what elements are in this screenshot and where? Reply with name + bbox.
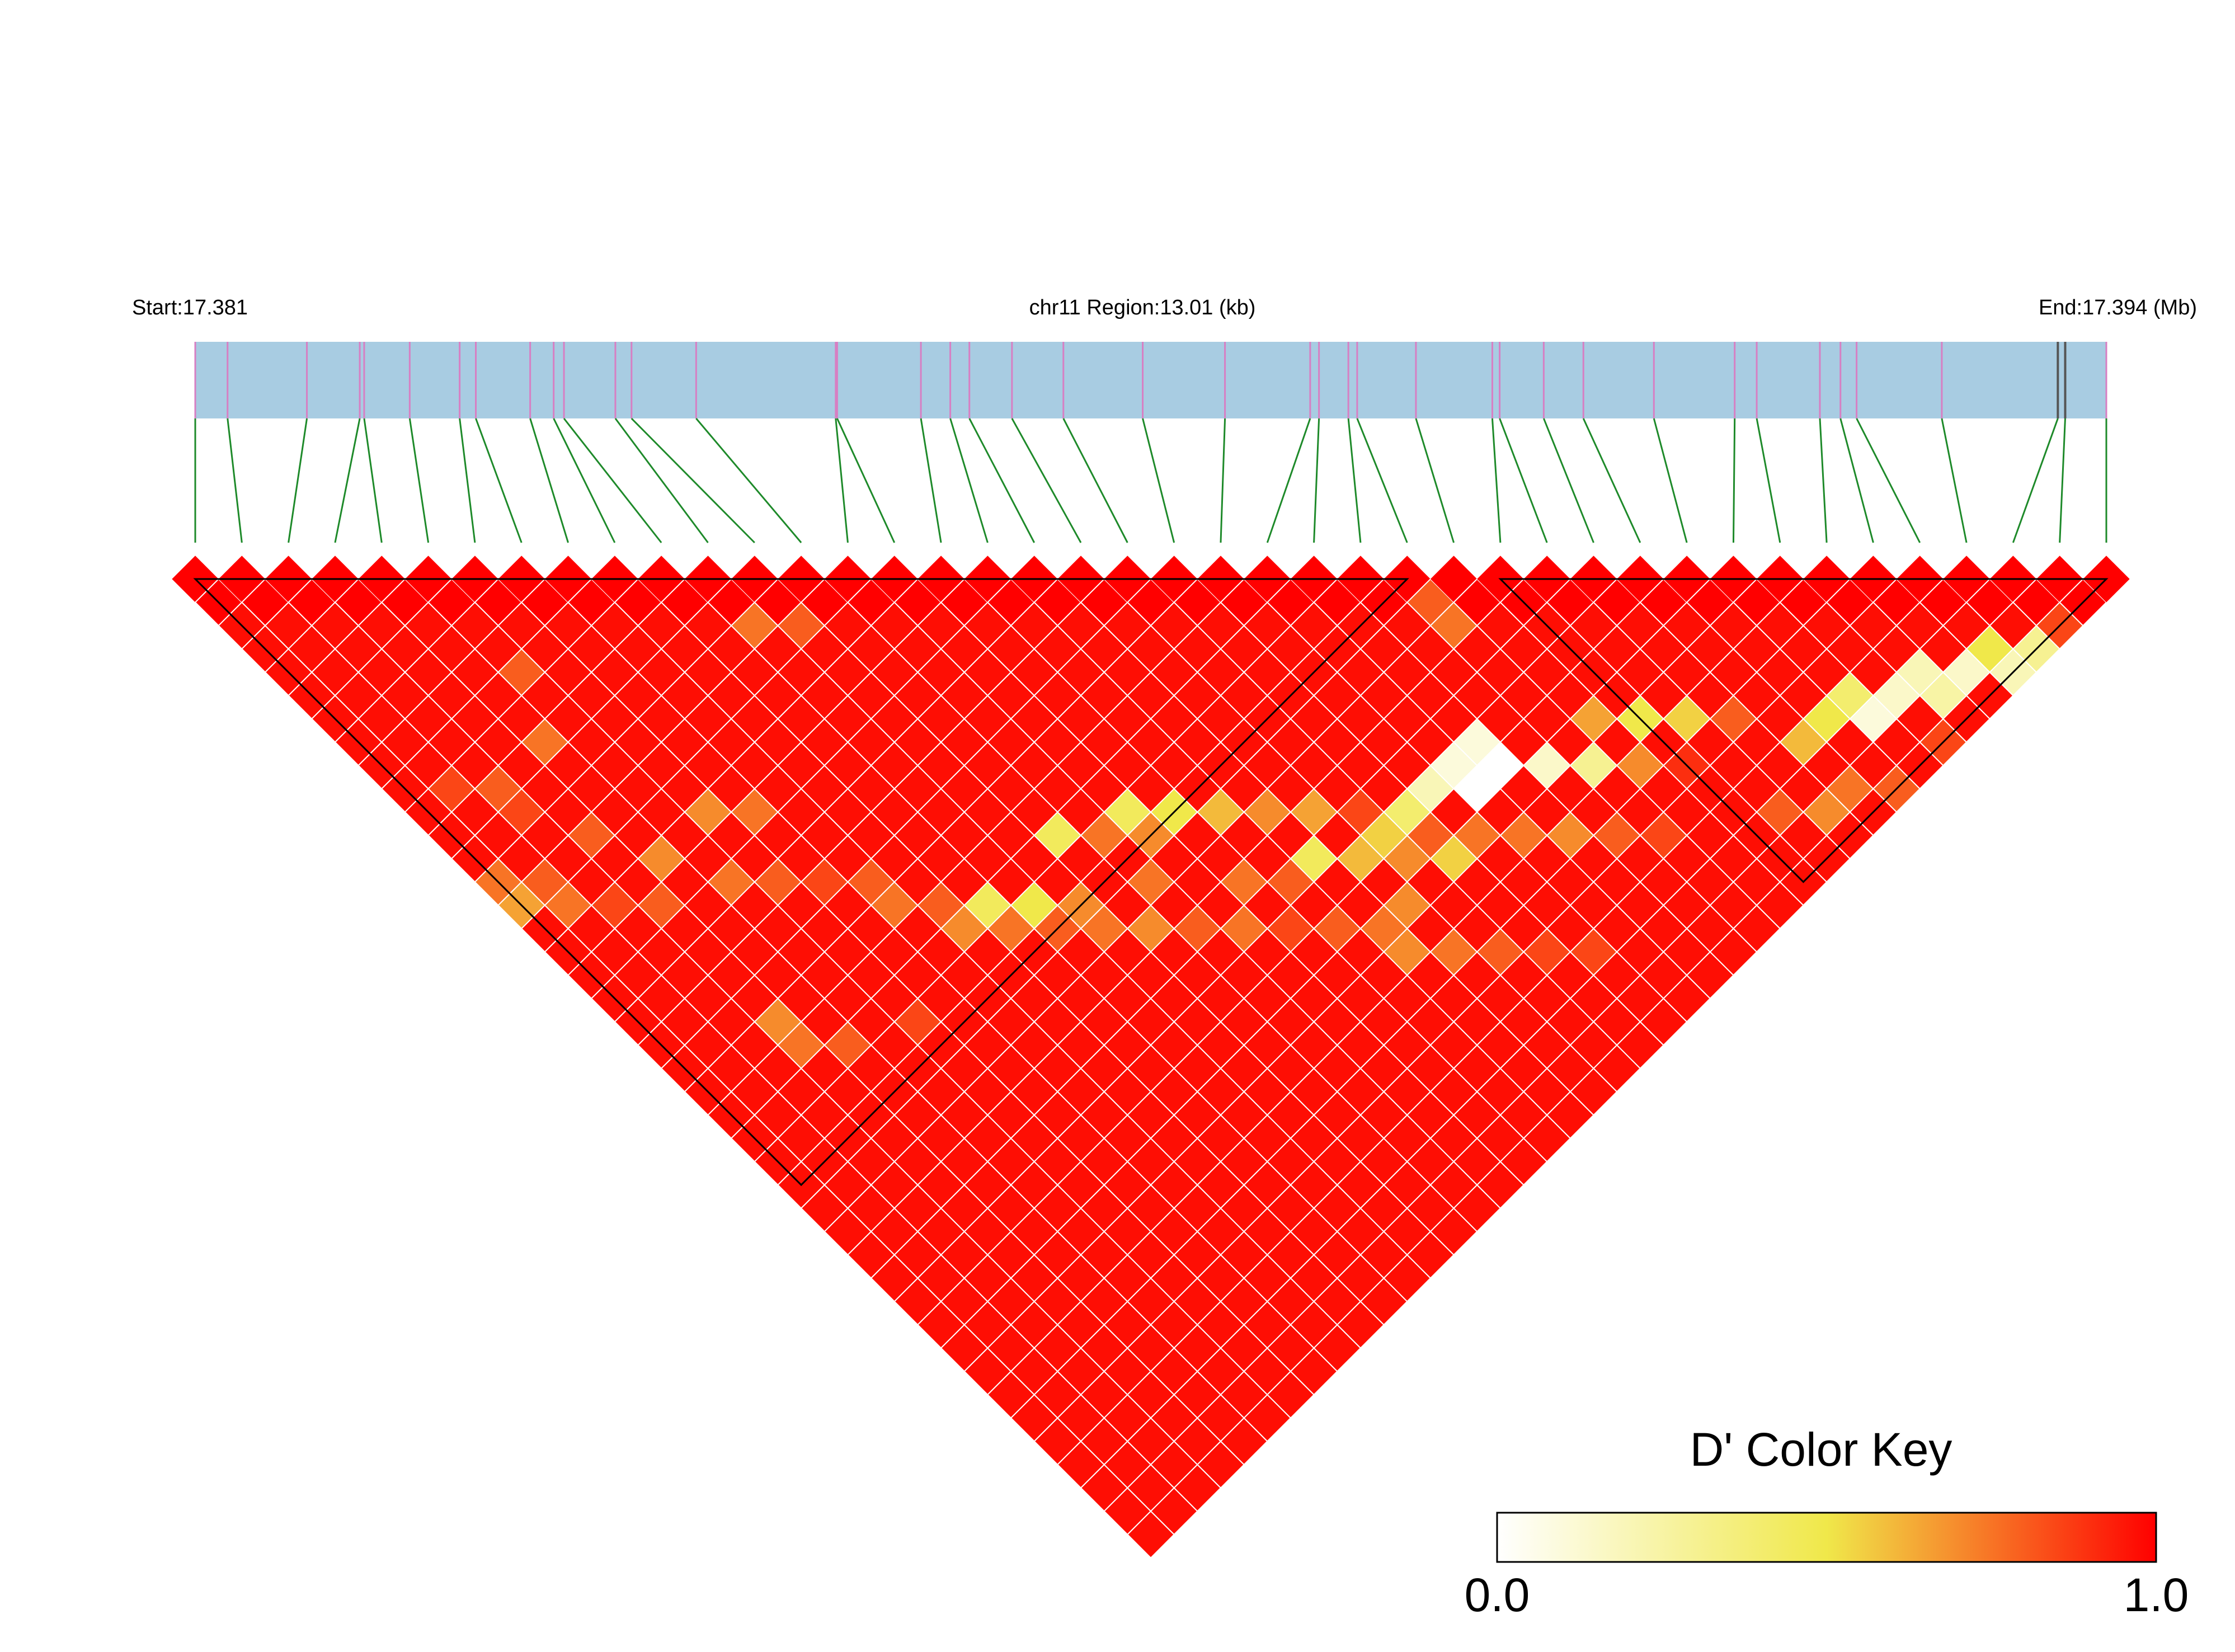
snp-connector	[408, 418, 430, 543]
snp-connector	[563, 418, 662, 543]
snp-connector	[288, 418, 308, 543]
snp-connector	[363, 418, 383, 543]
snp-connector	[695, 418, 802, 543]
snp-track-bar	[195, 342, 2106, 418]
snp-connector	[1356, 418, 1408, 543]
region-label: chr11 Region:13.01 (kb)	[1029, 296, 1256, 319]
snp-connector	[920, 418, 942, 543]
snp-connector	[968, 418, 1036, 543]
snp-connector	[1347, 418, 1362, 543]
snp-connector	[614, 418, 709, 543]
start-label: Start:17.381	[132, 296, 248, 319]
snp-connector	[1011, 418, 1082, 543]
snp-connector	[1062, 418, 1128, 543]
end-label: End:17.394 (Mb)	[2039, 296, 2197, 319]
snp-connector	[835, 418, 849, 543]
snp-connector	[1856, 418, 1921, 543]
snp-connector	[1220, 418, 1226, 543]
ld-cells	[172, 556, 2130, 1559]
color-key-max-label: 1.0	[2124, 1569, 2189, 1621]
color-key-gradient	[1496, 1512, 2157, 1563]
snp-connector	[1819, 418, 1828, 543]
ld-block-outline	[1498, 578, 2109, 883]
snp-connector	[1499, 418, 1548, 543]
snp-connectors	[194, 417, 2107, 544]
snp-connector	[1756, 418, 1781, 543]
snp-connector	[459, 418, 476, 543]
snp-connector	[1542, 418, 1594, 543]
snp-connector	[1732, 418, 1736, 543]
snp-connector	[334, 418, 361, 543]
snp-connector	[1415, 418, 1455, 543]
snp-connector	[1582, 418, 1641, 543]
snp-connector	[1653, 418, 1688, 543]
snp-connector	[227, 418, 243, 543]
snp-connector	[1266, 418, 1311, 543]
snp-connector	[630, 417, 755, 544]
snp-connector	[1142, 418, 1175, 543]
color-key-title: D' Color Key	[1690, 1423, 1952, 1476]
ld-block-outline	[193, 578, 1409, 1187]
snp-connector	[2012, 418, 2059, 543]
snp-connector	[836, 418, 896, 543]
snp-connector	[1313, 418, 1320, 543]
snp-connector	[475, 418, 523, 543]
snp-connector	[1491, 418, 1502, 543]
snp-connector	[2059, 418, 2066, 543]
snp-connector	[1839, 418, 1874, 543]
snp-connector	[1941, 418, 1968, 543]
color-key-min-label: 0.0	[1465, 1569, 1530, 1621]
ld-block-outlines	[193, 578, 2109, 1187]
snp-ticks	[194, 342, 2107, 418]
snp-connector	[529, 418, 569, 543]
snp-connector	[949, 418, 989, 543]
snp-connector	[553, 418, 616, 543]
